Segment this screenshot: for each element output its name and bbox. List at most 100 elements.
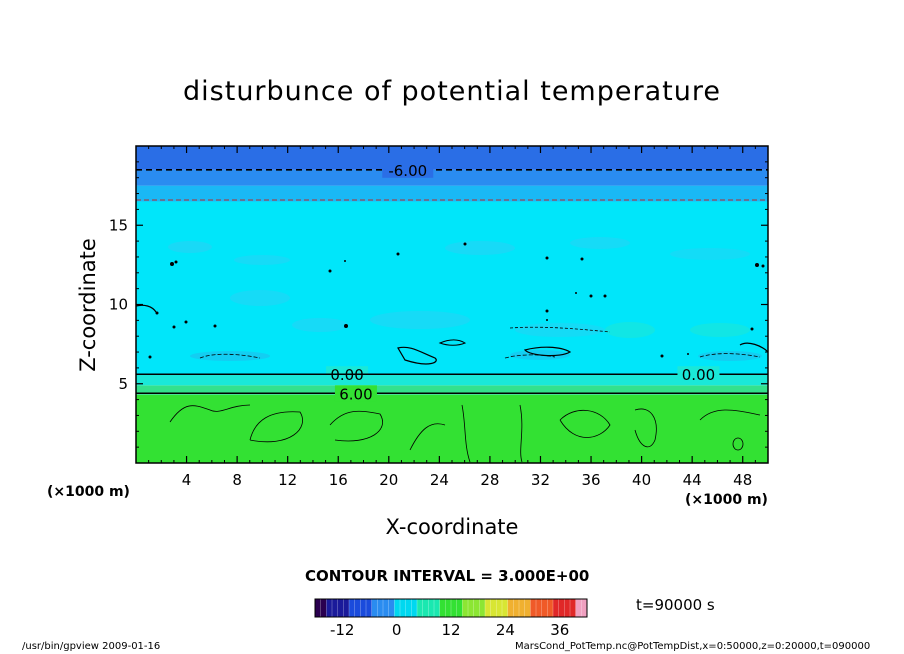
heat-layer (136, 394, 768, 463)
colorbar-cell (502, 599, 509, 617)
heat-layer (136, 201, 768, 375)
x-tick-label: 40 (632, 471, 651, 489)
x-tick-label: 12 (278, 471, 297, 489)
x-tick-label: 48 (733, 471, 752, 489)
colorbar-cell (564, 599, 571, 617)
heat-layer (136, 385, 768, 395)
colorbar-cell (315, 599, 322, 617)
x-axis-label: X-coordinate (385, 515, 519, 539)
x-tick-label: 16 (329, 471, 348, 489)
colorbar-cell (462, 599, 469, 617)
colorbar-cell (434, 599, 441, 617)
colorbar-cell (422, 599, 429, 617)
colorbar-cell (536, 599, 543, 617)
colorbar-cell (394, 599, 401, 617)
x-tick-label: 44 (683, 471, 702, 489)
closed-contour-dots (148, 242, 765, 359)
extra-contour-lines (136, 199, 768, 463)
colorbar: -12 0 12 24 36 (314, 598, 588, 639)
x-tick-label: 28 (480, 471, 499, 489)
field-patches (168, 237, 762, 361)
colorbar-cell (383, 599, 390, 617)
colorbar-cell (411, 599, 418, 617)
heat-layer (136, 374, 768, 386)
chart-title: disturbunce of potential temperature (183, 76, 721, 107)
heat-layer (136, 169, 768, 186)
colorbar-cell (360, 599, 367, 617)
y-tick-label: 15 (109, 216, 128, 234)
colorbar-cell (439, 599, 446, 617)
contour-label: 0.00 (682, 366, 715, 384)
colorbar-cell (547, 599, 554, 617)
colorbar-tick-label: 0 (392, 621, 402, 639)
colorbar-cell (507, 599, 514, 617)
contour-label-bg (677, 366, 720, 383)
heat-layer (136, 185, 768, 202)
x-tick-label: 20 (379, 471, 398, 489)
colorbar-cell (570, 599, 577, 617)
y-axis-label: Z-coordinate (76, 238, 100, 372)
colorbar-cell (530, 599, 537, 617)
colorbar-cell (349, 599, 356, 617)
colorbar-cell (428, 599, 435, 617)
colorbar-cell (575, 599, 582, 617)
colorbar-cell (473, 599, 480, 617)
colorbar-cell (524, 599, 531, 617)
contour-label-bg (334, 385, 377, 402)
labelled-contour-lines: -6.000.00 0.006.00 (136, 161, 768, 403)
colorbar-cell (558, 599, 565, 617)
x-tick-label: 4 (182, 471, 192, 489)
y-tick-label: 10 (109, 296, 128, 314)
colorbar-cell (513, 599, 520, 617)
contour-label: 6.00 (339, 385, 372, 403)
time-label: t=90000 s (636, 596, 715, 614)
colorbar-tick-label: 36 (550, 621, 569, 639)
colorbar-cell (326, 599, 333, 617)
contour-interval-label: CONTOUR INTERVAL = 3.000E+00 (305, 567, 590, 585)
colorbar-cell (581, 599, 588, 617)
contour-label: -6.00 (388, 162, 427, 180)
colorbar-cell (405, 599, 412, 617)
colorbar-cell (451, 599, 458, 617)
colorbar-cell (371, 599, 378, 617)
colorbar-cell (519, 599, 526, 617)
colorbar-cell (366, 599, 373, 617)
colorbar-cell (541, 599, 548, 617)
colorbar-cell (490, 599, 497, 617)
footer-left: /usr/bin/gpview 2009-01-16 (22, 641, 161, 652)
x-tick-label: 24 (430, 471, 449, 489)
colorbar-cell (445, 599, 452, 617)
colorbar-tick-label: 12 (441, 621, 460, 639)
heatmap-layers (136, 146, 768, 463)
colorbar-cell (496, 599, 503, 617)
colorbar-cell (417, 599, 424, 617)
y-tick-label: 5 (118, 375, 128, 393)
y-axis-unit: (×1000 m) (47, 484, 130, 500)
colorbar-cell (354, 599, 361, 617)
colorbar-cell (332, 599, 339, 617)
footer-right: MarsCond_PotTemp.nc@PotTempDist,x=0:5000… (515, 641, 871, 652)
colorbar-frame (314, 598, 588, 618)
contour-label-bg (382, 161, 434, 178)
colorbar-cell (456, 599, 463, 617)
colorbar-cell (479, 599, 486, 617)
colorbar-cell (485, 599, 492, 617)
colorbar-cell (400, 599, 407, 617)
colorbar-cell (377, 599, 384, 617)
x-tick-label: 8 (232, 471, 242, 489)
x-tick-label: 32 (531, 471, 550, 489)
colorbar-tick-label: -12 (330, 621, 355, 639)
colorbar-cell (388, 599, 395, 617)
colorbar-cell (320, 599, 327, 617)
colorbar-cell (553, 599, 560, 617)
colorbar-cell (337, 599, 344, 617)
contour-label: 0.00 (330, 366, 363, 384)
colorbar-cell (468, 599, 475, 617)
x-tick-label: 36 (581, 471, 600, 489)
x-axis-unit: (×1000 m) (685, 492, 768, 508)
heat-layer (136, 146, 768, 170)
colorbar-cell (343, 599, 350, 617)
colorbar-tick-label: 24 (496, 621, 515, 639)
